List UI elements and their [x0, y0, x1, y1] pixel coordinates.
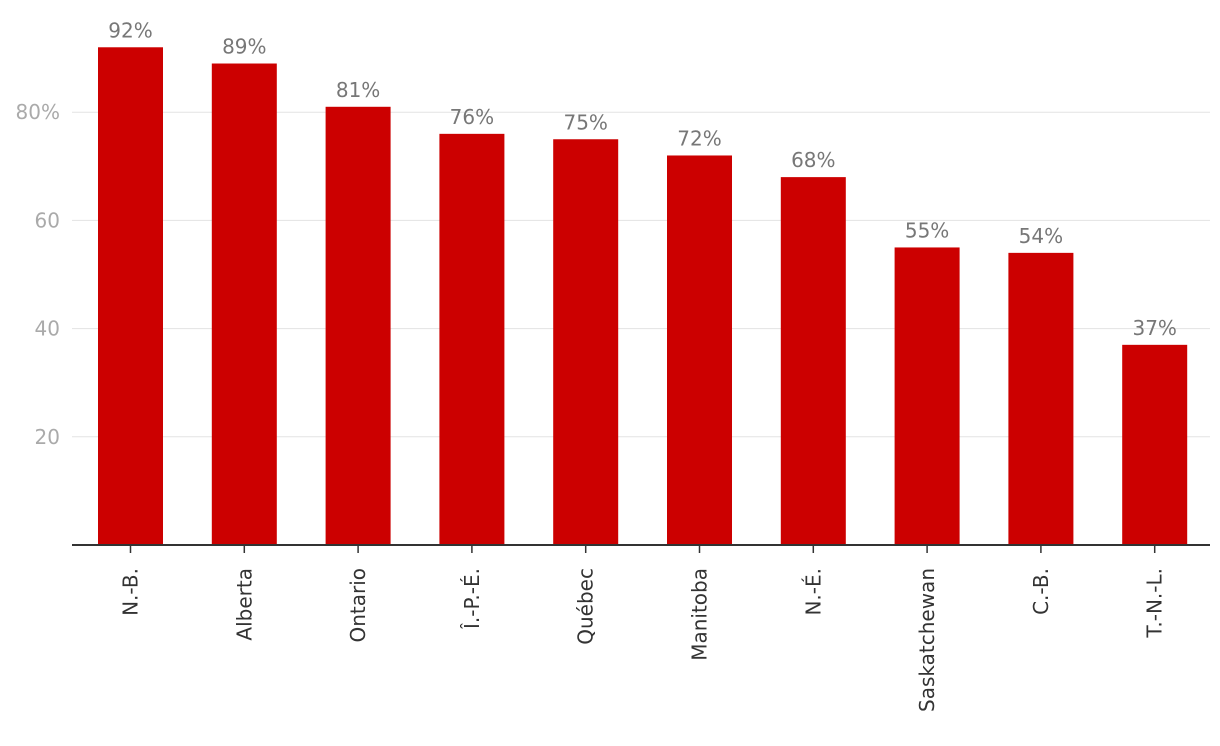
data-label-5: 75%	[563, 110, 607, 134]
bar-9	[1008, 252, 1074, 546]
data-label-9: 54%	[1019, 224, 1063, 248]
x-tick-label-8: Saskatchewan	[915, 568, 939, 712]
x-tick-label-3: Ontario	[346, 568, 370, 643]
y-tick-label-60: 60	[35, 208, 60, 232]
data-label-7: 68%	[791, 148, 835, 172]
x-tick-label-4: Î.-P.-É.	[460, 568, 484, 630]
bar-10	[1122, 344, 1188, 545]
x-tick-label-10: T.-N.-L.	[1143, 568, 1167, 638]
bar-7	[780, 177, 846, 545]
bar-3	[325, 106, 391, 545]
data-label-2: 89%	[222, 35, 266, 59]
y-axis-labels: 20 40 60 80%	[16, 100, 60, 449]
x-tick-label-9: C.-B.	[1029, 568, 1053, 615]
y-tick-label-80: 80%	[16, 100, 60, 124]
x-tick-label-6: Manitoba	[688, 568, 712, 661]
bar-4	[439, 133, 505, 545]
bar-6	[667, 155, 732, 546]
y-tick-label-40: 40	[35, 317, 60, 341]
data-label-4: 76%	[450, 105, 494, 129]
data-label-8: 55%	[905, 218, 949, 242]
bar-8	[894, 247, 960, 545]
x-tick-label-2: Alberta	[232, 568, 256, 641]
x-tick-label-7: N.-É.	[801, 568, 825, 616]
data-label-10: 37%	[1132, 316, 1176, 340]
data-labels: 92% 89% 81% 76% 75% 72% 68% 55% 54% 37%	[108, 18, 1177, 340]
x-tick-label-1: N.-B.	[119, 568, 143, 616]
data-label-1: 92%	[108, 18, 152, 42]
bars	[98, 47, 1188, 546]
bar-5	[553, 139, 619, 545]
x-axis-labels: N.-B. Alberta Ontario Î.-P.-É. Québec Manitob…	[119, 545, 1167, 712]
bar-1	[98, 47, 163, 545]
bar-2	[211, 63, 277, 545]
data-label-3: 81%	[336, 78, 380, 102]
data-label-6: 72%	[677, 126, 721, 150]
x-tick-label-5: Québec	[574, 568, 598, 645]
y-tick-label-20: 20	[35, 425, 60, 449]
